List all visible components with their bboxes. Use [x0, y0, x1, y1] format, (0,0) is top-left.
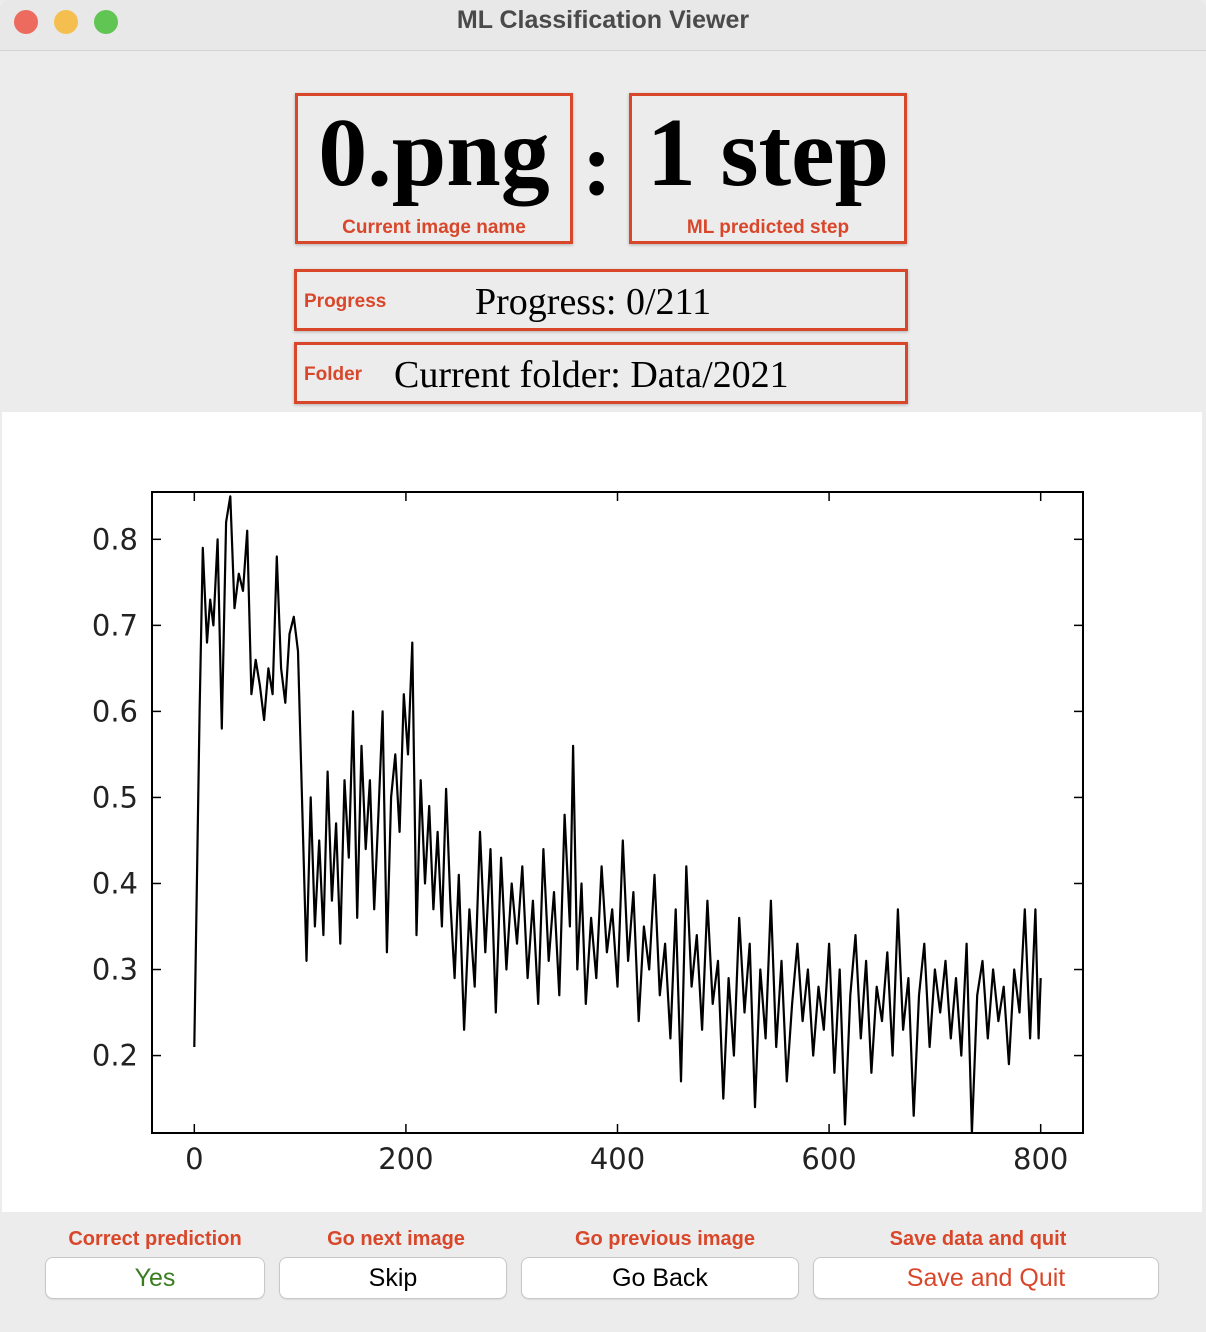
y-tick-label: 0.8: [92, 522, 138, 556]
data-line: [193, 495, 1042, 1133]
save-quit-button[interactable]: Save and Quit: [814, 1258, 1158, 1298]
y-tick-label: 0.3: [92, 953, 138, 987]
yes-button[interactable]: Yes: [46, 1258, 264, 1298]
minimize-button[interactable]: [54, 10, 78, 34]
image-name-note: Current image name: [342, 217, 526, 238]
predicted-step: 1 step: [646, 99, 890, 207]
step-note: ML predicted step: [686, 217, 850, 238]
button-caption: Go next image: [327, 1228, 465, 1250]
zoom-button[interactable]: [94, 10, 118, 34]
image-name-box: 0.png Current image name: [295, 93, 573, 244]
close-button[interactable]: [14, 10, 38, 34]
title-bar: ML Classification Viewer: [0, 0, 1206, 51]
plot-frame: [151, 491, 1084, 1134]
x-tick-label: 200: [378, 1142, 433, 1176]
y-tick-label: 0.7: [92, 608, 138, 642]
y-tick-label: 0.5: [92, 780, 138, 814]
chart: 0.2 0.3 0.4 0.5 0.6 0.7 0.8 0 200 400 600 800: [2, 412, 1202, 1212]
y-tick-label: 0.4: [92, 866, 138, 900]
progress-note: Progress: [304, 291, 387, 312]
x-tick-label: 0: [185, 1142, 203, 1176]
step-box: 1 step ML predicted step: [629, 93, 907, 244]
button-caption: Correct prediction: [68, 1228, 242, 1250]
chart-background: [2, 412, 1202, 1212]
window-title: ML Classification Viewer: [456, 6, 750, 34]
folder-text: Current folder: Data/2021: [394, 354, 789, 396]
x-tick-label: 400: [590, 1142, 645, 1176]
go-back-button[interactable]: Go Back: [522, 1258, 798, 1298]
image-name: 0.png: [318, 99, 550, 207]
separator: :: [582, 115, 612, 214]
button-caption: Save data and quit: [889, 1228, 1067, 1250]
y-tick-label: 0.2: [92, 1039, 138, 1073]
folder-box: Folder Current folder: Data/2021: [294, 342, 908, 404]
progress-text: Progress: 0/211: [475, 281, 712, 323]
x-tick-label: 800: [1013, 1142, 1068, 1176]
y-tick-label: 0.6: [92, 694, 138, 728]
button-caption: Go previous image: [574, 1228, 756, 1250]
skip-button[interactable]: Skip: [280, 1258, 506, 1298]
x-tick-label: 600: [801, 1142, 856, 1176]
progress-box: Progress Progress: 0/211: [294, 269, 908, 331]
folder-note: Folder: [304, 364, 363, 385]
